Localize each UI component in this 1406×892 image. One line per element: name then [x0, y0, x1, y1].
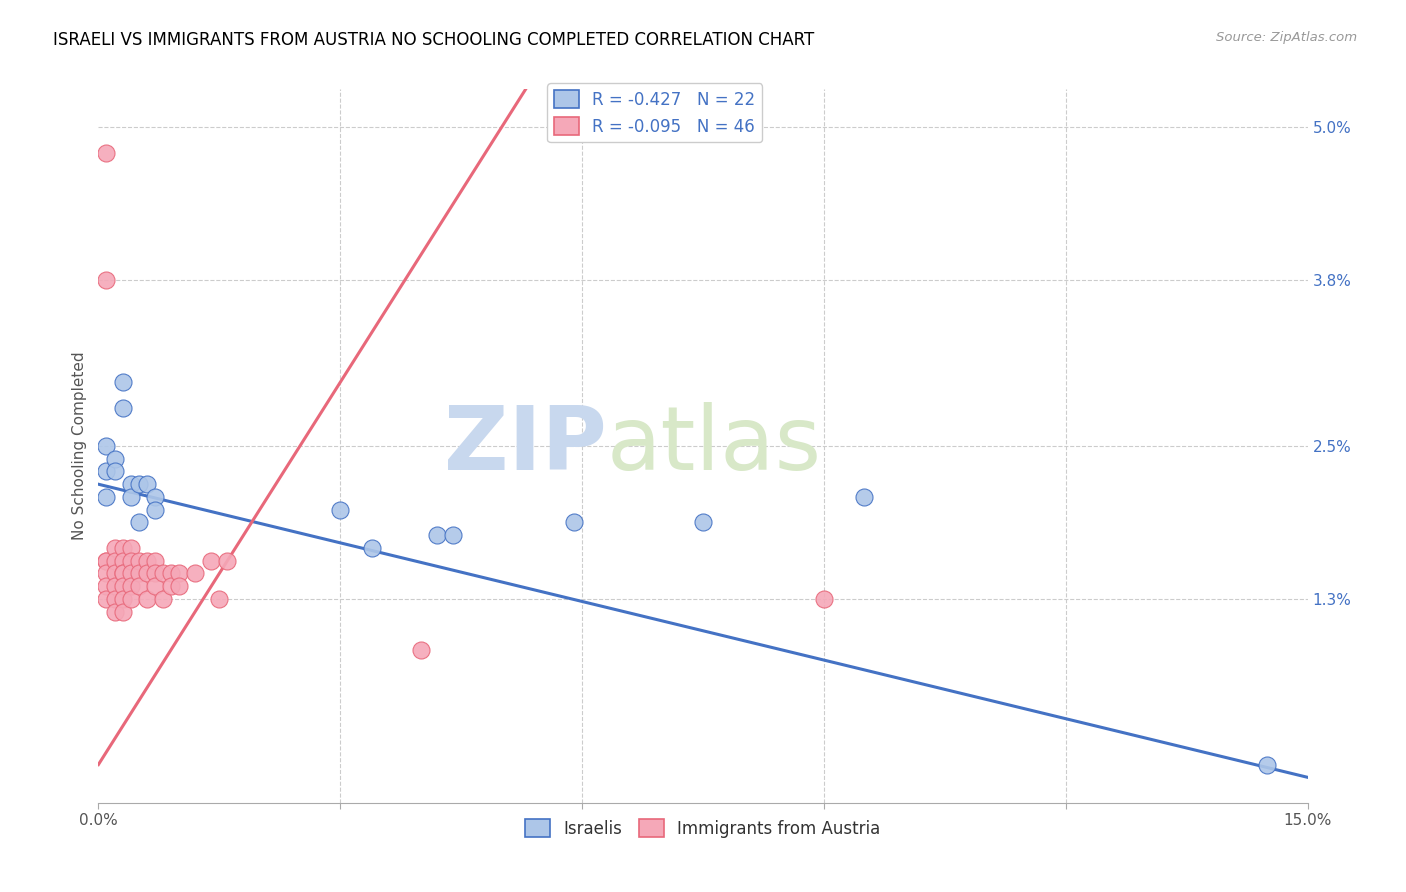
Point	[96, 591, 118, 606]
Point	[167, 566, 190, 581]
Point	[96, 554, 118, 568]
Point	[692, 516, 714, 530]
Point	[120, 541, 142, 555]
Point	[152, 566, 174, 581]
Point	[143, 502, 166, 516]
Text: ISRAELI VS IMMIGRANTS FROM AUSTRIA NO SCHOOLING COMPLETED CORRELATION CHART: ISRAELI VS IMMIGRANTS FROM AUSTRIA NO SC…	[53, 31, 814, 49]
Point	[135, 477, 157, 491]
Point	[120, 477, 142, 491]
Point	[135, 591, 157, 606]
Point	[111, 605, 134, 619]
Point	[217, 554, 239, 568]
Point	[853, 490, 876, 504]
Point	[96, 439, 118, 453]
Point	[103, 579, 125, 593]
Legend: Israelis, Immigrants from Austria: Israelis, Immigrants from Austria	[519, 813, 887, 845]
Point	[96, 554, 118, 568]
Text: atlas: atlas	[606, 402, 821, 490]
Point	[128, 554, 150, 568]
Point	[111, 566, 134, 581]
Point	[562, 516, 585, 530]
Point	[409, 643, 432, 657]
Point	[103, 541, 125, 555]
Point	[111, 401, 134, 415]
Point	[96, 566, 118, 581]
Point	[135, 566, 157, 581]
Text: Source: ZipAtlas.com: Source: ZipAtlas.com	[1216, 31, 1357, 45]
Point	[152, 591, 174, 606]
Point	[103, 554, 125, 568]
Point	[128, 477, 150, 491]
Point	[96, 465, 118, 479]
Point	[184, 566, 207, 581]
Point	[167, 579, 190, 593]
Point	[200, 554, 222, 568]
Point	[143, 554, 166, 568]
Point	[120, 579, 142, 593]
Point	[128, 516, 150, 530]
Point	[111, 554, 134, 568]
Point	[96, 145, 118, 160]
Point	[361, 541, 384, 555]
Point	[120, 591, 142, 606]
Point	[120, 566, 142, 581]
Point	[143, 566, 166, 581]
Point	[426, 528, 449, 542]
Point	[329, 502, 352, 516]
Point	[813, 591, 835, 606]
Point	[143, 490, 166, 504]
Point	[120, 490, 142, 504]
Point	[111, 376, 134, 390]
Point	[111, 591, 134, 606]
Point	[103, 465, 125, 479]
Point	[120, 554, 142, 568]
Point	[128, 579, 150, 593]
Y-axis label: No Schooling Completed: No Schooling Completed	[72, 351, 87, 541]
Point	[111, 579, 134, 593]
Point	[96, 273, 118, 287]
Point	[135, 554, 157, 568]
Point	[143, 579, 166, 593]
Point	[208, 591, 231, 606]
Point	[111, 566, 134, 581]
Point	[103, 591, 125, 606]
Point	[111, 541, 134, 555]
Point	[103, 605, 125, 619]
Point	[103, 451, 125, 466]
Text: ZIP: ZIP	[443, 402, 606, 490]
Point	[160, 579, 183, 593]
Point	[96, 579, 118, 593]
Point	[128, 566, 150, 581]
Point	[103, 566, 125, 581]
Point	[1256, 757, 1278, 772]
Point	[96, 490, 118, 504]
Point	[441, 528, 464, 542]
Point	[160, 566, 183, 581]
